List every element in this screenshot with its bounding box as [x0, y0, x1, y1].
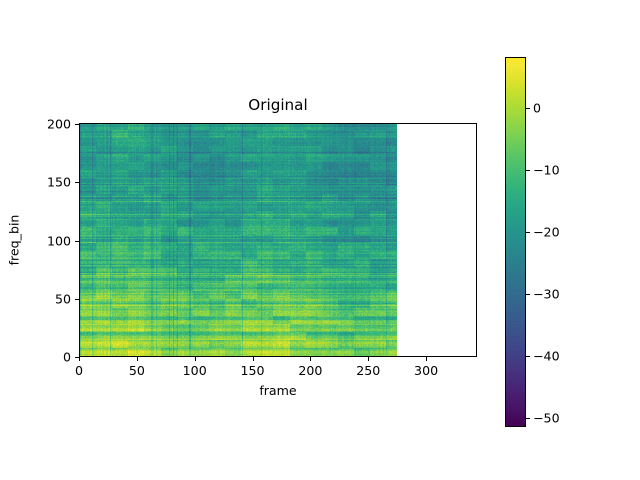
colorbar-tick-label: −10 — [533, 162, 560, 178]
spectrogram-heatmap — [80, 124, 476, 356]
colorbar-tick-label: 0 — [533, 100, 542, 116]
x-tick-mark — [426, 357, 428, 361]
y-tick-mark — [75, 240, 79, 242]
x-tick-label: 0 — [74, 363, 84, 378]
x-tick-mark — [310, 357, 312, 361]
x-tick-mark — [368, 357, 370, 361]
x-tick-mark — [194, 357, 196, 361]
y-tick-mark — [75, 124, 79, 126]
x-tick-label: 100 — [182, 363, 207, 378]
x-tick-label: 150 — [240, 363, 265, 378]
colorbar — [505, 57, 526, 427]
colorbar-tick-label: −50 — [533, 410, 560, 426]
y-tick-label: 0 — [62, 349, 71, 365]
y-tick-label: 200 — [46, 116, 71, 132]
colorbar-tick-label: −30 — [533, 286, 560, 302]
y-axis-label: freq_bin — [6, 214, 22, 266]
page-title: Original — [248, 96, 308, 114]
colorbar-tick-mark — [526, 231, 530, 233]
colorbar-tick-mark — [526, 417, 530, 419]
y-tick-mark — [75, 357, 79, 359]
colorbar-tick-mark — [526, 355, 530, 357]
colorbar-tick-mark — [526, 107, 530, 109]
x-tick-label: 300 — [414, 363, 439, 378]
y-tick-label: 100 — [46, 233, 71, 249]
x-tick-mark — [79, 357, 81, 361]
colorbar-gradient — [506, 58, 525, 426]
colorbar-tick-mark — [526, 169, 530, 171]
y-tick-mark — [75, 182, 79, 184]
y-tick-label: 50 — [54, 291, 71, 307]
x-axis-label: frame — [259, 383, 297, 398]
x-tick-label: 250 — [356, 363, 381, 378]
x-tick-label: 200 — [298, 363, 323, 378]
colorbar-tick-label: −40 — [533, 348, 560, 364]
x-tick-mark — [136, 357, 138, 361]
colorbar-tick-label: −20 — [533, 224, 560, 240]
x-tick-label: 50 — [128, 363, 145, 378]
x-tick-mark — [252, 357, 254, 361]
y-tick-mark — [75, 298, 79, 300]
colorbar-tick-mark — [526, 293, 530, 295]
y-tick-label: 150 — [46, 174, 71, 190]
spectrogram-axes — [79, 123, 477, 357]
